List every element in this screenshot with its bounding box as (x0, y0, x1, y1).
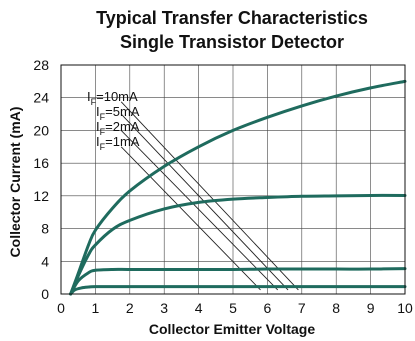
series-line (69, 267, 407, 296)
series-line (69, 193, 407, 296)
leader-line (120, 101, 299, 291)
y-tick-label: 28 (33, 57, 49, 73)
x-tick-label: 6 (264, 300, 272, 316)
x-tick-label: 1 (92, 300, 100, 316)
leader-line (120, 130, 279, 291)
series-label: IF=5mA (96, 104, 140, 122)
x-tick-label: 5 (229, 300, 237, 316)
leader-line (120, 146, 261, 291)
y-tick-label: 20 (33, 122, 49, 138)
series-line (69, 285, 407, 296)
y-tick-label: 0 (41, 286, 49, 302)
x-tick-label: 10 (397, 300, 413, 316)
plot-frame (60, 64, 406, 295)
x-tick-labels: 0 1 2 3 4 5 6 7 8 9 10 (57, 300, 413, 316)
x-tick-label: 2 (126, 300, 134, 316)
x-tick-label: 4 (195, 300, 203, 316)
y-tick-label: 16 (33, 155, 49, 171)
x-tick-label: 8 (332, 300, 340, 316)
series-line (69, 79, 407, 296)
x-tick-label: 3 (160, 300, 168, 316)
y-tick-label: 24 (33, 90, 49, 106)
y-tick-label: 8 (41, 221, 49, 237)
x-tick-label: 9 (367, 300, 375, 316)
x-tick-label: 7 (298, 300, 306, 316)
x-axis-label: Collector Emitter Voltage (149, 321, 315, 337)
x-tick-label: 0 (57, 300, 65, 316)
chart-subtitle: Single Transistor Detector (120, 32, 344, 52)
series-lines (69, 79, 407, 296)
y-tick-labels: 0 4 8 12 16 20 24 28 (33, 57, 49, 302)
y-axis-label: Collector Current (mA) (7, 107, 23, 258)
series-label: IF=1mA (96, 134, 140, 152)
series-label: IF=2mA (96, 119, 140, 137)
series-label: IF=10mA (87, 89, 138, 107)
chart-title: Typical Transfer Characteristics (96, 8, 368, 28)
y-tick-label: 4 (41, 253, 49, 269)
y-tick-label: 12 (33, 188, 49, 204)
